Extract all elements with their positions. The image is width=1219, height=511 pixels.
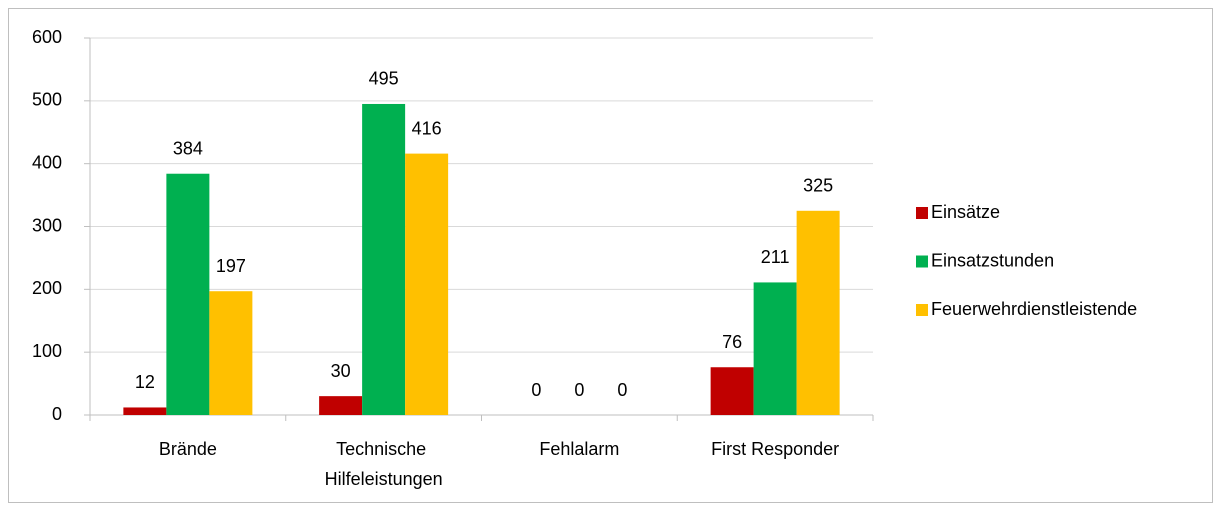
data-label: 0	[531, 380, 541, 400]
bar	[405, 153, 449, 415]
data-label: 12	[135, 372, 155, 392]
x-tick-label: Fehlalarm	[539, 439, 619, 459]
legend-swatch	[916, 207, 928, 219]
data-label: 0	[574, 380, 584, 400]
legend-label: Einsätze	[931, 202, 1000, 222]
y-tick-label: 200	[32, 278, 62, 298]
data-label: 495	[369, 69, 399, 89]
legend-swatch	[916, 255, 928, 268]
legend-label: Feuerwehrdienstleistende	[931, 299, 1137, 319]
data-label: 0	[617, 380, 627, 400]
bar	[123, 407, 167, 415]
bar	[753, 282, 797, 415]
legend-swatch	[916, 304, 928, 316]
y-tick-label: 500	[32, 90, 62, 110]
bar	[209, 291, 253, 415]
data-label: 325	[803, 176, 833, 196]
bar	[362, 103, 406, 415]
bar	[796, 210, 840, 415]
data-label: 30	[331, 361, 351, 381]
bar	[319, 396, 363, 415]
data-label: 416	[412, 118, 442, 138]
data-label: 197	[216, 256, 246, 276]
y-tick-label: 0	[52, 404, 62, 424]
y-tick-label: 100	[32, 341, 62, 361]
legend-label: Einsatzstunden	[931, 250, 1054, 270]
x-tick-label: First Responder	[711, 439, 839, 459]
data-label: 76	[722, 332, 742, 352]
y-tick-label: 300	[32, 215, 62, 235]
bar	[166, 173, 210, 415]
data-label: 211	[761, 247, 790, 267]
x-tick-label: Brände	[159, 439, 217, 459]
y-tick-label: 600	[32, 27, 62, 47]
data-label: 384	[173, 138, 203, 158]
bar	[710, 367, 754, 415]
x-tick-label: Technische Hilfeleistungen	[325, 439, 443, 489]
y-tick-label: 400	[32, 152, 62, 172]
